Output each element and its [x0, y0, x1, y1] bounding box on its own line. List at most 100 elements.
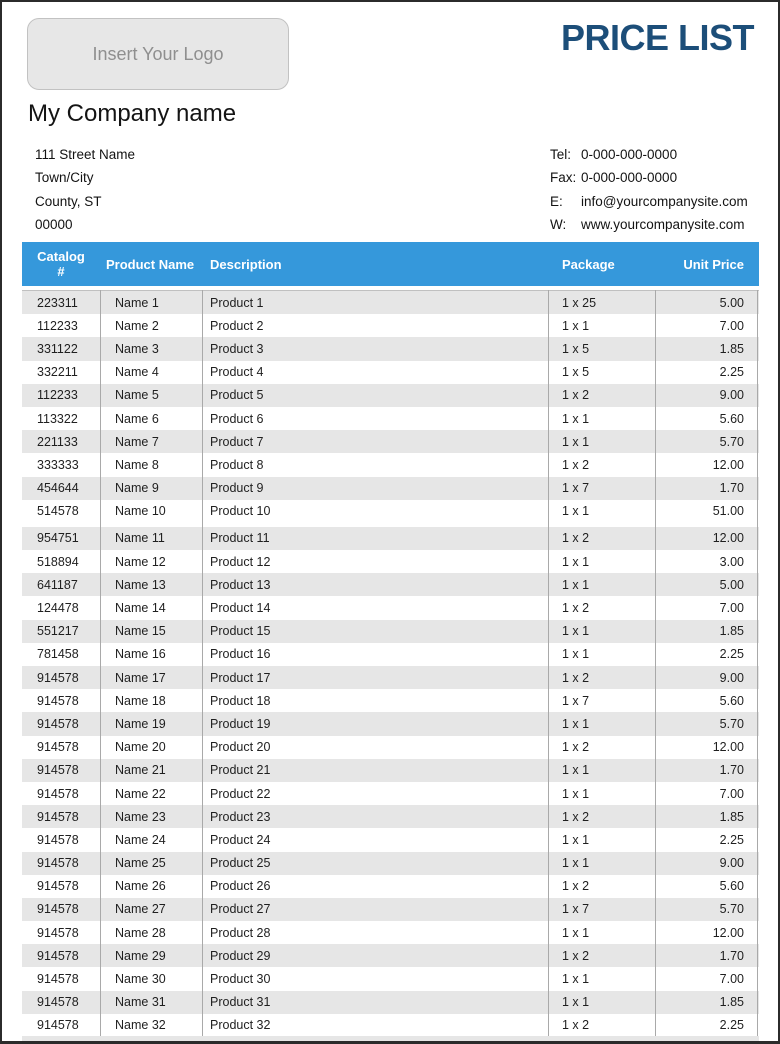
table-row: 454644 Name 9 Product 9 1 x 7 1.70 [22, 476, 759, 500]
table-row: 221133 Name 7 Product 7 1 x 1 5.70 [22, 430, 759, 454]
cell-package: 1 x 1 [562, 856, 590, 871]
cell-unit-price: 7.00 [719, 786, 744, 801]
cell-package: 1 x 1 [562, 504, 590, 519]
table-row: 914578 Name 26 Product 26 1 x 2 5.60 [22, 874, 759, 898]
table-row: 914578 Name 17 Product 17 1 x 2 9.00 [22, 666, 759, 690]
cell-catalog-number: 954751 [37, 531, 79, 546]
cell-unit-price: 12.00 [712, 925, 744, 940]
cell-unit-price: 1.85 [719, 809, 744, 824]
cell-catalog-number: 914578 [37, 763, 79, 778]
table-row: 914578 Name 18 Product 18 1 x 7 5.60 [22, 689, 759, 713]
cell-unit-price: 9.00 [719, 388, 744, 403]
table-row: 641187 Name 13 Product 13 1 x 1 5.00 [22, 573, 759, 597]
cell-unit-price: 1.70 [719, 481, 744, 496]
contact-row-website: W: www.yourcompanysite.com [550, 213, 748, 236]
fax-label: Fax: [550, 170, 577, 186]
cell-product-name: Name 1 [115, 295, 159, 310]
cell-package: 1 x 2 [562, 457, 590, 472]
contact-row-email: E: info@yourcompanysite.com [550, 190, 748, 213]
cell-unit-price: 5.70 [719, 716, 744, 731]
cell-catalog-number: 914578 [37, 786, 79, 801]
column-header-package: Package [562, 256, 615, 272]
table-row: 914578 Name 29 Product 29 1 x 2 1.70 [22, 944, 759, 968]
cell-catalog-number: 223311 [37, 295, 78, 310]
table-bottom-partial-row [22, 1036, 759, 1041]
cell-product-name: Name 2 [115, 318, 159, 333]
cell-package: 1 x 1 [562, 434, 590, 449]
cell-catalog-number: 914578 [37, 740, 79, 755]
column-header-product-name: Product Name [106, 256, 195, 272]
fax-value: 0-000-000-0000 [581, 170, 678, 186]
cell-unit-price: 7.00 [719, 601, 744, 616]
table-row: 518894 Name 12 Product 12 1 x 1 3.00 [22, 550, 759, 574]
cell-catalog-number: 781458 [37, 647, 79, 662]
cell-product-name: Name 4 [115, 365, 159, 380]
table-row: 914578 Name 25 Product 25 1 x 1 9.00 [22, 851, 759, 875]
cell-catalog-number: 914578 [37, 972, 79, 987]
address-block: 111 Street Name Town/City County, ST 000… [35, 143, 135, 236]
cell-description: Product 9 [210, 481, 264, 496]
table-row: 333333 Name 8 Product 8 1 x 2 12.00 [22, 453, 759, 477]
cell-package: 1 x 1 [562, 832, 590, 847]
cell-description: Product 13 [210, 577, 271, 592]
cell-unit-price: 5.60 [719, 693, 744, 708]
cell-product-name: Name 23 [115, 809, 166, 824]
cell-product-name: Name 31 [115, 995, 166, 1010]
cell-unit-price: 12.00 [712, 531, 744, 546]
cell-description: Product 30 [210, 972, 271, 987]
cell-catalog-number: 914578 [37, 716, 79, 731]
cell-unit-price: 5.00 [719, 577, 744, 592]
cell-unit-price: 5.60 [719, 411, 744, 426]
cell-product-name: Name 26 [115, 879, 166, 894]
cell-catalog-number: 914578 [37, 995, 79, 1010]
table-row: 914578 Name 24 Product 24 1 x 1 2.25 [22, 828, 759, 852]
cell-description: Product 3 [210, 341, 264, 356]
table-row: 112233 Name 5 Product 5 1 x 2 9.00 [22, 383, 759, 407]
cell-product-name: Name 13 [115, 577, 166, 592]
cell-catalog-number: 914578 [37, 902, 79, 917]
cell-package: 1 x 1 [562, 925, 590, 940]
insert-logo-placeholder[interactable]: Insert Your Logo [27, 18, 289, 90]
table-row: 954751 Name 11 Product 11 1 x 2 12.00 [22, 526, 759, 551]
column-header-unit-price: Unit Price [683, 256, 744, 272]
company-name: My Company name [28, 100, 237, 127]
cell-catalog-number: 333333 [37, 457, 79, 472]
cell-package: 1 x 7 [562, 902, 590, 917]
cell-package: 1 x 1 [562, 995, 590, 1010]
cell-package: 1 x 2 [562, 948, 590, 963]
address-line-county: County, ST [35, 193, 102, 209]
cell-package: 1 x 1 [562, 786, 590, 801]
cell-package: 1 x 5 [562, 341, 590, 356]
table-row: 332211 Name 4 Product 4 1 x 5 2.25 [22, 360, 759, 384]
cell-package: 1 x 25 [562, 295, 597, 310]
cell-catalog-number: 914578 [37, 809, 79, 824]
cell-description: Product 4 [210, 365, 264, 380]
cell-product-name: Name 25 [115, 856, 166, 871]
cell-description: Product 32 [210, 1018, 271, 1033]
cell-unit-price: 12.00 [712, 457, 744, 472]
cell-description: Product 19 [210, 716, 271, 731]
address-line-street: 111 Street Name [35, 147, 136, 162]
insert-logo-label: Insert Your Logo [92, 43, 224, 64]
column-header-description: Description [210, 256, 282, 272]
address-line-town: Town/City [35, 170, 94, 186]
cell-product-name: Name 9 [115, 481, 159, 496]
address-line-zip: 00000 [35, 216, 73, 232]
table-row: 914578 Name 21 Product 21 1 x 1 1.70 [22, 758, 759, 782]
cell-package: 1 x 2 [562, 670, 590, 685]
cell-description: Product 11 [210, 531, 270, 546]
cell-description: Product 1 [210, 295, 264, 310]
cell-product-name: Name 15 [115, 624, 166, 639]
cell-package: 1 x 1 [562, 716, 590, 731]
table-row: 914578 Name 32 Product 32 1 x 2 2.25 [22, 1013, 759, 1037]
table-row: 914578 Name 28 Product 28 1 x 1 12.00 [22, 921, 759, 945]
cell-package: 1 x 1 [562, 577, 590, 592]
cell-product-name: Name 28 [115, 925, 166, 940]
cell-product-name: Name 6 [115, 411, 159, 426]
cell-product-name: Name 30 [115, 972, 166, 987]
tel-value: 0-000-000-0000 [581, 147, 678, 162]
cell-description: Product 22 [210, 786, 271, 801]
cell-unit-price: 9.00 [719, 856, 744, 871]
cell-package: 1 x 2 [562, 601, 590, 616]
cell-description: Product 20 [210, 740, 271, 755]
